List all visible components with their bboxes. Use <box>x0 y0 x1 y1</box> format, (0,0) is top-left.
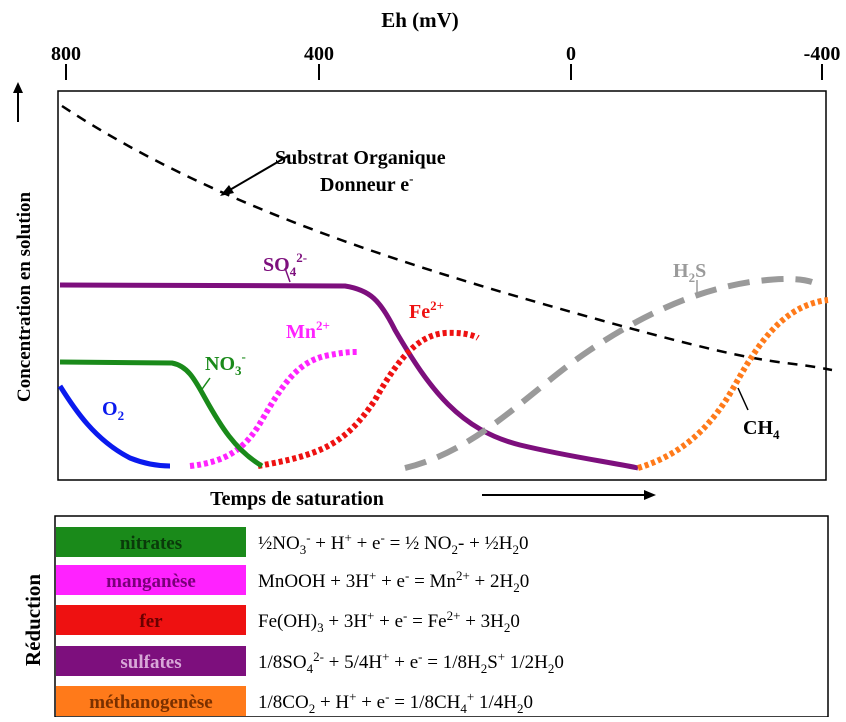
reduction-swatch <box>56 565 246 595</box>
mn-curve <box>189 349 358 469</box>
reduction-swatch <box>56 527 246 557</box>
reduction-rows: nitrates ½NO3- + H+ + e- = ½ NO2- + ½H20 m… <box>56 527 564 716</box>
reduction-name: manganèse <box>106 571 196 592</box>
no3-label: NO3- <box>205 349 246 378</box>
reduction-title: Réduction <box>21 574 45 666</box>
reduction-name: fer <box>139 611 163 632</box>
substrat-pointer-head <box>220 185 234 196</box>
mn-label: Mn2+ <box>286 318 330 343</box>
ch4-leader <box>737 387 749 411</box>
no3-leader <box>199 377 211 393</box>
ch4-label: CH4 <box>743 417 780 442</box>
eh-tick-label: -400 <box>804 43 841 65</box>
reduction-swatch <box>56 605 246 635</box>
substrat-curve <box>61 104 833 372</box>
reduction-equation: Fe(OH)3 + 3H+ + e- = Fe2+ + 3H20 <box>258 608 520 635</box>
plot-frame <box>57 90 827 481</box>
reduction-swatch <box>56 646 246 676</box>
x-axis-arrowhead <box>644 490 656 500</box>
ch4-curve <box>637 297 829 471</box>
substrat-label-2: Donneur e- <box>320 171 413 196</box>
eh-tick-label: 400 <box>304 43 334 65</box>
reduction-equation: 1/8SO42- + 5/4H+ + e- = 1/8H2S+ 1/2H20 <box>258 649 564 676</box>
eh-axis-title: Eh (mV) <box>381 8 459 32</box>
h2s-curve <box>404 276 813 471</box>
so4-leader <box>284 267 291 283</box>
reduction-name: sulfates <box>120 652 181 673</box>
fe-curve <box>257 329 480 469</box>
substrat-label: Substrat Organique <box>275 147 446 169</box>
eh-tick-label: 0 <box>566 43 576 65</box>
so4-label: SO42- <box>263 250 307 279</box>
reduction-equation: ½NO3- + H+ + e- = ½ NO2- + ½H20 <box>258 530 529 557</box>
reduction-name: nitrates <box>120 533 182 554</box>
o2-curve <box>57 384 171 469</box>
x-axis-label: Temps de saturation <box>210 488 384 510</box>
no3-curve <box>59 359 264 469</box>
reduction-equation: MnOOH + 3H+ + e- = Mn2+ + 2H20 <box>258 568 529 595</box>
reduction-name: méthanogenèse <box>89 692 212 713</box>
substrat-pointer <box>227 155 289 192</box>
reduction-swatch <box>56 686 246 716</box>
h2s-label: H2S <box>673 260 706 285</box>
reduction-equation: 1/8CO2 + H+ + e- = 1/8CH4+ 1/4H20 <box>258 689 533 716</box>
fe-label: Fe2+ <box>409 298 444 323</box>
so4-curve <box>59 282 639 471</box>
o2-label: O2 <box>102 398 124 423</box>
y-axis-label: Concentration en solution <box>14 192 35 403</box>
y-axis-arrowhead <box>13 82 23 93</box>
eh-tick-label: 800 <box>51 43 81 65</box>
